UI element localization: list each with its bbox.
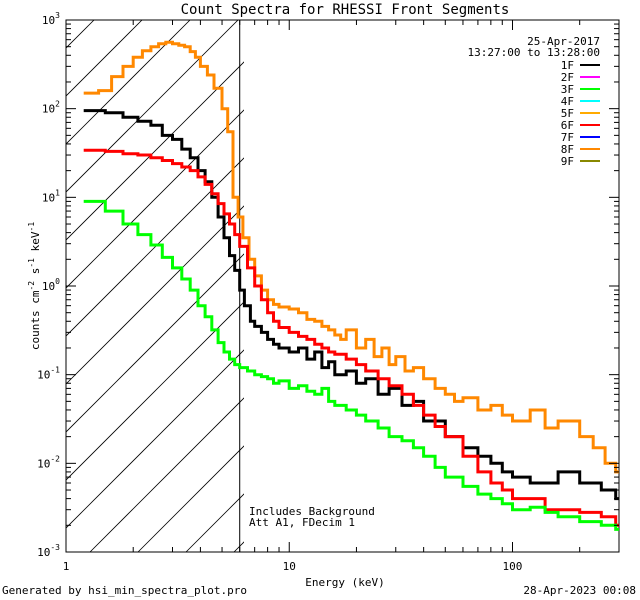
hatch-line (66, 205, 244, 385)
y-label-part: s (29, 268, 42, 281)
legend-date: 25-Apr-2017 (527, 35, 600, 48)
hatch-line (66, 301, 244, 481)
series-8F-line (83, 40, 619, 474)
hatch-line (137, 445, 244, 552)
y-label-sup: -2 (27, 281, 36, 291)
series-1F-line (83, 109, 619, 501)
svg-text:counts cm-2 s-1 keV-1: counts cm-2 s-1 keV-1 (27, 222, 42, 350)
hatch-line (66, 157, 244, 337)
hatch-line (66, 349, 244, 529)
y-label-sup: -1 (27, 258, 36, 268)
hatch-line (66, 20, 95, 49)
legend-label-5F: 5F (561, 107, 574, 120)
hatch-line (233, 541, 244, 552)
y-tick-label: 10-3 (37, 543, 60, 559)
hatch-line (66, 20, 239, 193)
chart-title: Count Spectra for RHESSI Front Segments (181, 2, 510, 18)
y-tick-label: 103 (42, 11, 60, 27)
footer-generated: Generated by hsi_min_spectra_plot.pro (2, 584, 247, 597)
legend-label-7F: 7F (561, 131, 574, 144)
legend-label-4F: 4F (561, 95, 574, 108)
legend-label-1F: 1F (561, 59, 574, 72)
x-tick-label: 1 (63, 560, 70, 573)
y-tick-label: 102 (42, 100, 60, 116)
x-tick-label: 10 (283, 560, 296, 573)
plot-frame (65, 19, 620, 553)
hatch-line (66, 61, 244, 241)
hatch-line (282, 0, 640, 552)
hatch-line (66, 20, 143, 97)
legend-label-6F: 6F (561, 119, 574, 132)
hatch-line (0, 0, 114, 552)
y-axis-label: counts cm-2 s-1 keV-1 (27, 222, 42, 350)
legend-label-9F: 9F (561, 155, 574, 168)
hatch-line (66, 109, 244, 289)
y-tick-label: 10-1 (37, 366, 60, 382)
legend-label-2F: 2F (561, 71, 574, 84)
x-axis-label: Energy (keV) (305, 576, 384, 589)
annotation-attenuator: Att A1, FDecim 1 (249, 516, 355, 529)
y-label-part: counts cm (29, 290, 42, 350)
hatch-line (66, 253, 244, 433)
legend-label-8F: 8F (561, 143, 574, 156)
hatch-line (66, 20, 191, 145)
x-tick-label: 100 (503, 560, 523, 573)
series-3F-line (83, 199, 619, 531)
legend-time-range: 13:27:00 to 13:28:00 (468, 46, 600, 59)
y-label-sup: -1 (27, 222, 36, 232)
x-axis: 10 100 1 (63, 20, 620, 573)
hatch-line (330, 0, 640, 552)
legend-label-3F: 3F (561, 83, 574, 96)
y-tick-label: 101 (42, 188, 60, 204)
attenuator-hatch (0, 0, 640, 552)
footer-timestamp: 28-Apr-2023 00:08 (523, 584, 636, 597)
hatch-line (89, 397, 244, 552)
y-label-part: keV (29, 231, 42, 258)
y-tick-label: 10-2 (37, 454, 60, 470)
y-axis: 103 102 101 100 10-1 10-2 10-3 (37, 11, 619, 559)
series-6F-line (83, 148, 619, 527)
y-tick-label: 100 (42, 277, 60, 293)
annotation-background: Includes Background (249, 505, 375, 518)
series-group (83, 40, 619, 531)
